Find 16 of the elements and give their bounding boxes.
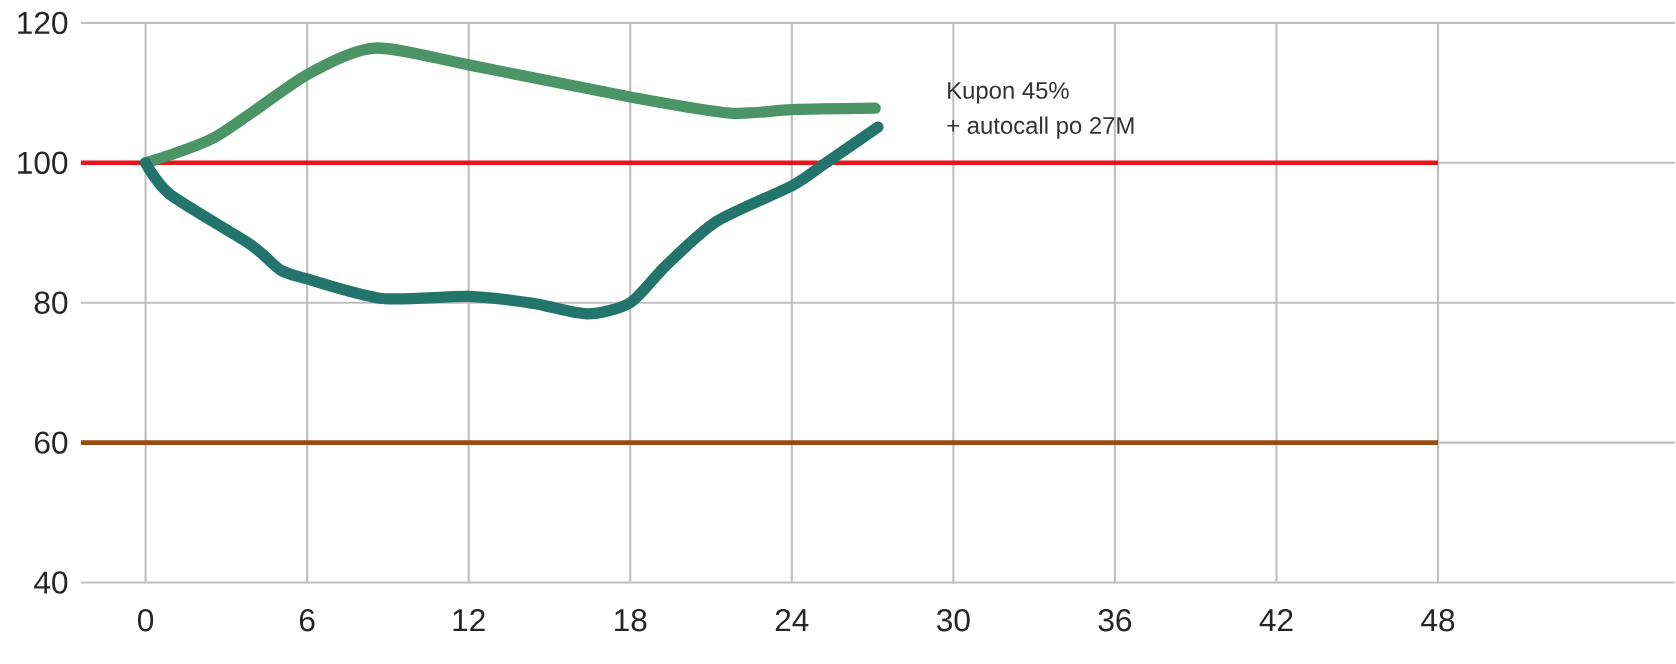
x-tick-label: 24 xyxy=(775,608,809,631)
x-tick-label: 18 xyxy=(615,608,647,632)
x-tick-label: 6 xyxy=(299,608,315,632)
y-tick-label: 40 xyxy=(34,571,68,594)
x-tick-label: 42 xyxy=(1259,608,1293,631)
y-tick-label: 100 xyxy=(18,151,68,174)
x-tick-label: 0 xyxy=(137,608,154,632)
annotation: + autocall po 27M xyxy=(947,116,1134,139)
y-tick-label: 60 xyxy=(34,431,68,454)
annotation: Kupon 45% xyxy=(948,81,1069,104)
x-tick-label: 48 xyxy=(1421,608,1455,632)
x-tick-label: 36 xyxy=(1098,608,1132,632)
x-tick-label: 30 xyxy=(936,608,970,632)
y-tick-label: 120 xyxy=(18,11,68,34)
x-tick-label: 12 xyxy=(453,608,485,631)
y-tick-label: 80 xyxy=(34,291,68,314)
